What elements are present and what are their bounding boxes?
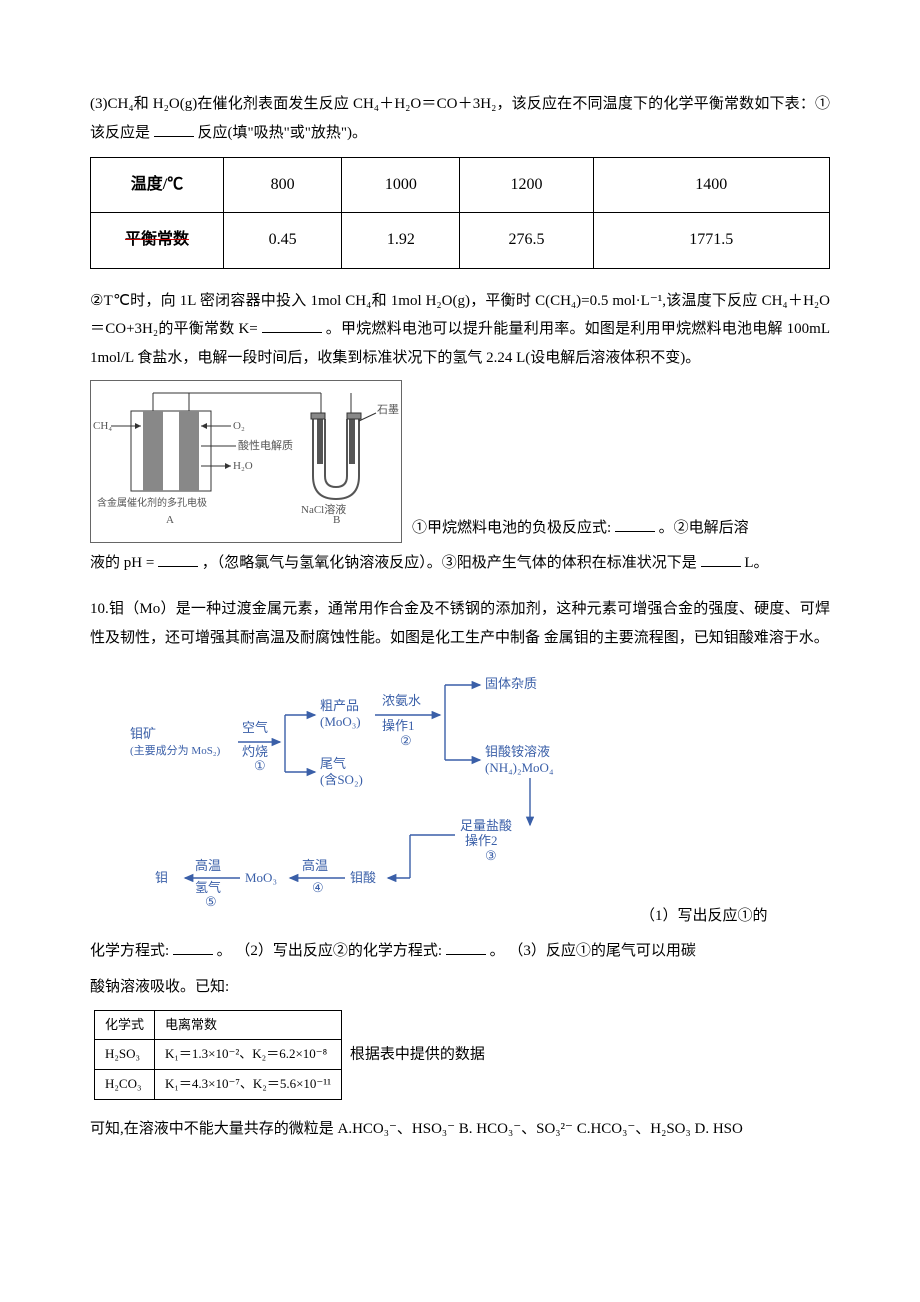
q9-p3-part2: ②T℃时，向 1L 密闭容器中投入 1mol CH₄和 1mol H₂O(g)，… bbox=[90, 287, 830, 373]
q10-q3c-line: 可知,在溶液中不能大量共存的微粒是 A.HCO₃⁻、HSO₃⁻ B. HCO₃⁻… bbox=[90, 1115, 830, 1144]
fuelcell-questions: ①甲烷燃料电池的负极反应式: 。②电解后溶 bbox=[412, 514, 830, 543]
blank-anode-volume[interactable] bbox=[701, 551, 741, 567]
table-row: H₂SO₃ K₁＝1.3×10⁻²、K₂＝6.2×10⁻⁸ bbox=[95, 1040, 342, 1070]
q9-p3-intro: (3)CH₄和 H₂O(g)在催化剂表面发生反应 CH₄＋H₂O＝CO＋3H₂，… bbox=[90, 90, 830, 147]
label-o2: O₂ bbox=[233, 420, 245, 432]
q9-p3-text-b: 反应(填"吸热"或"放热")。 bbox=[198, 125, 367, 141]
svg-text:灼烧: 灼烧 bbox=[242, 744, 268, 759]
svg-text:空气: 空气 bbox=[242, 720, 268, 735]
q9-cell-q1b: 。②电解后溶 bbox=[659, 520, 749, 536]
table-row: 温度/℃ 800 1000 1200 1400 bbox=[91, 158, 830, 213]
q10-q1d: 。 （3）反应①的尾气可以用碳 bbox=[490, 943, 696, 959]
fuelcell-diagram: CH₄ O₂ 酸性电解质 H₂O 含金属催化剂的多孔电极 A 石墨 bbox=[90, 380, 402, 543]
table-row: 化学式 电离常数 bbox=[95, 1010, 342, 1040]
q10-q1b: 化学方程式: bbox=[90, 943, 169, 959]
q9-cell-q2b: ，（忽略氯气与氢氧化钠溶液反应）。③阳极产生气体的体积在标准状况下是 bbox=[202, 555, 697, 571]
svg-text:②: ② bbox=[400, 733, 412, 748]
label-h2o: H₂O bbox=[233, 460, 253, 472]
ion-table-header: 化学式 bbox=[95, 1010, 155, 1040]
svg-text:固体杂质: 固体杂质 bbox=[485, 676, 537, 691]
label-B: B bbox=[333, 514, 340, 526]
q9-cell-q2a: 液的 pH = bbox=[90, 555, 154, 571]
blank-k-value[interactable] bbox=[262, 317, 322, 333]
svg-text:⑤: ⑤ bbox=[205, 894, 217, 909]
svg-text:高温: 高温 bbox=[302, 858, 328, 873]
q10-q1-line: 化学方程式: 。 （2）写出反应②的化学方程式: 。 （3）反应①的尾气可以用碳 bbox=[90, 937, 830, 966]
table-header-k: 平衡常数 bbox=[91, 213, 224, 268]
table-cell: 276.5 bbox=[460, 213, 593, 268]
svg-text:钼矿: 钼矿 bbox=[130, 726, 156, 741]
label-ch4: CH₄ bbox=[93, 420, 112, 432]
q10-q1a: （1）写出反应①的 bbox=[640, 908, 768, 924]
table-cell: 1.92 bbox=[342, 213, 460, 268]
svg-text:(含SO₂): (含SO₂) bbox=[320, 772, 363, 787]
q9-cell-q2: 液的 pH = ，（忽略氯气与氢氧化钠溶液反应）。③阳极产生气体的体积在标准状况… bbox=[90, 549, 830, 578]
q10-q1c: 。 （2）写出反应②的化学方程式: bbox=[217, 943, 442, 959]
svg-text:③: ③ bbox=[485, 848, 497, 863]
ion-table-header: 电离常数 bbox=[155, 1010, 342, 1040]
q10-q3b: 根据表中提供的数据 bbox=[350, 1046, 485, 1062]
ion-table-cell: H₂SO₃ bbox=[95, 1040, 155, 1070]
label-A: A bbox=[166, 514, 174, 526]
label-electrolyte: 酸性电解质 bbox=[238, 438, 293, 452]
svg-text:钼: 钼 bbox=[155, 870, 168, 885]
flowchart-diagram: .ftxt { font-family: SimSun, serif; font… bbox=[130, 660, 630, 931]
flowchart-svg: .ftxt { font-family: SimSun, serif; font… bbox=[130, 660, 630, 920]
table-cell: 0.45 bbox=[224, 213, 342, 268]
q9-cell-q1: ①甲烷燃料电池的负极反应式: bbox=[412, 520, 611, 536]
svg-text:粗产品: 粗产品 bbox=[320, 698, 359, 713]
table-cell: 1400 bbox=[593, 158, 830, 213]
fuelcell-row: CH₄ O₂ 酸性电解质 H₂O 含金属催化剂的多孔电极 A 石墨 bbox=[90, 380, 830, 543]
svg-text:尾气: 尾气 bbox=[320, 756, 346, 771]
svg-text:浓氨水: 浓氨水 bbox=[382, 693, 421, 708]
svg-text:操作1: 操作1 bbox=[382, 718, 415, 733]
svg-text:氢气: 氢气 bbox=[195, 880, 221, 895]
svg-text:操作2: 操作2 bbox=[465, 833, 498, 848]
ion-constants-table: 化学式 电离常数 H₂SO₃ K₁＝1.3×10⁻²、K₂＝6.2×10⁻⁸ H… bbox=[94, 1010, 342, 1100]
svg-text:(NH₄)₂MoO₄: (NH₄)₂MoO₄ bbox=[485, 760, 554, 775]
blank-reaction2[interactable] bbox=[446, 939, 486, 955]
table-cell: 1200 bbox=[460, 158, 593, 213]
svg-text:MoO₃: MoO₃ bbox=[245, 870, 277, 885]
blank-ph[interactable] bbox=[158, 551, 198, 567]
table-cell: 1771.5 bbox=[593, 213, 830, 268]
svg-text:(主要成分为 MoS₂): (主要成分为 MoS₂) bbox=[130, 744, 221, 757]
q10-q3a: 酸钠溶液吸收。已知: bbox=[90, 973, 229, 1002]
ion-table-cell: H₂CO₃ bbox=[95, 1070, 155, 1100]
table-cell: 800 bbox=[224, 158, 342, 213]
svg-text:高温: 高温 bbox=[195, 858, 221, 873]
q9-cell-q2c: L。 bbox=[744, 555, 768, 571]
ion-table-cell: K₁＝4.3×10⁻⁷、K₂＝5.6×10⁻¹¹ bbox=[155, 1070, 342, 1100]
label-electrode: 含金属催化剂的多孔电极 bbox=[97, 496, 207, 509]
svg-text:钼酸: 钼酸 bbox=[350, 870, 376, 885]
fuelcell-svg: CH₄ O₂ 酸性电解质 H₂O 含金属催化剂的多孔电极 A 石墨 bbox=[91, 381, 401, 531]
table-row: 平衡常数 0.45 1.92 276.5 1771.5 bbox=[91, 213, 830, 268]
svg-text:①: ① bbox=[254, 758, 266, 773]
q10-intro: 10.钼（Mo）是一种过渡金属元素，通常用作合金及不锈钢的添加剂，这种元素可增强… bbox=[90, 595, 830, 652]
q10-q1a-text: （1）写出反应①的 bbox=[640, 902, 830, 931]
q10-q3-line: 酸钠溶液吸收。已知: bbox=[90, 973, 830, 1002]
svg-text:足量盐酸: 足量盐酸 bbox=[460, 818, 512, 833]
equilibrium-table: 温度/℃ 800 1000 1200 1400 平衡常数 0.45 1.92 2… bbox=[90, 157, 830, 269]
blank-reaction1[interactable] bbox=[173, 939, 213, 955]
svg-text:(MoO₃): (MoO₃) bbox=[320, 714, 361, 729]
table-cell: 1000 bbox=[342, 158, 460, 213]
blank-endothermic[interactable] bbox=[154, 121, 194, 137]
table-header-temp: 温度/℃ bbox=[91, 158, 224, 213]
table-row: H₂CO₃ K₁＝4.3×10⁻⁷、K₂＝5.6×10⁻¹¹ bbox=[95, 1070, 342, 1100]
svg-text:④: ④ bbox=[312, 880, 324, 895]
blank-negative-electrode[interactable] bbox=[615, 516, 655, 532]
q10-flow-row: .ftxt { font-family: SimSun, serif; font… bbox=[90, 660, 830, 931]
label-graphite: 石墨 bbox=[377, 403, 399, 416]
svg-text:钼酸铵溶液: 钼酸铵溶液 bbox=[485, 744, 550, 759]
ion-table-cell: K₁＝1.3×10⁻²、K₂＝6.2×10⁻⁸ bbox=[155, 1040, 342, 1070]
